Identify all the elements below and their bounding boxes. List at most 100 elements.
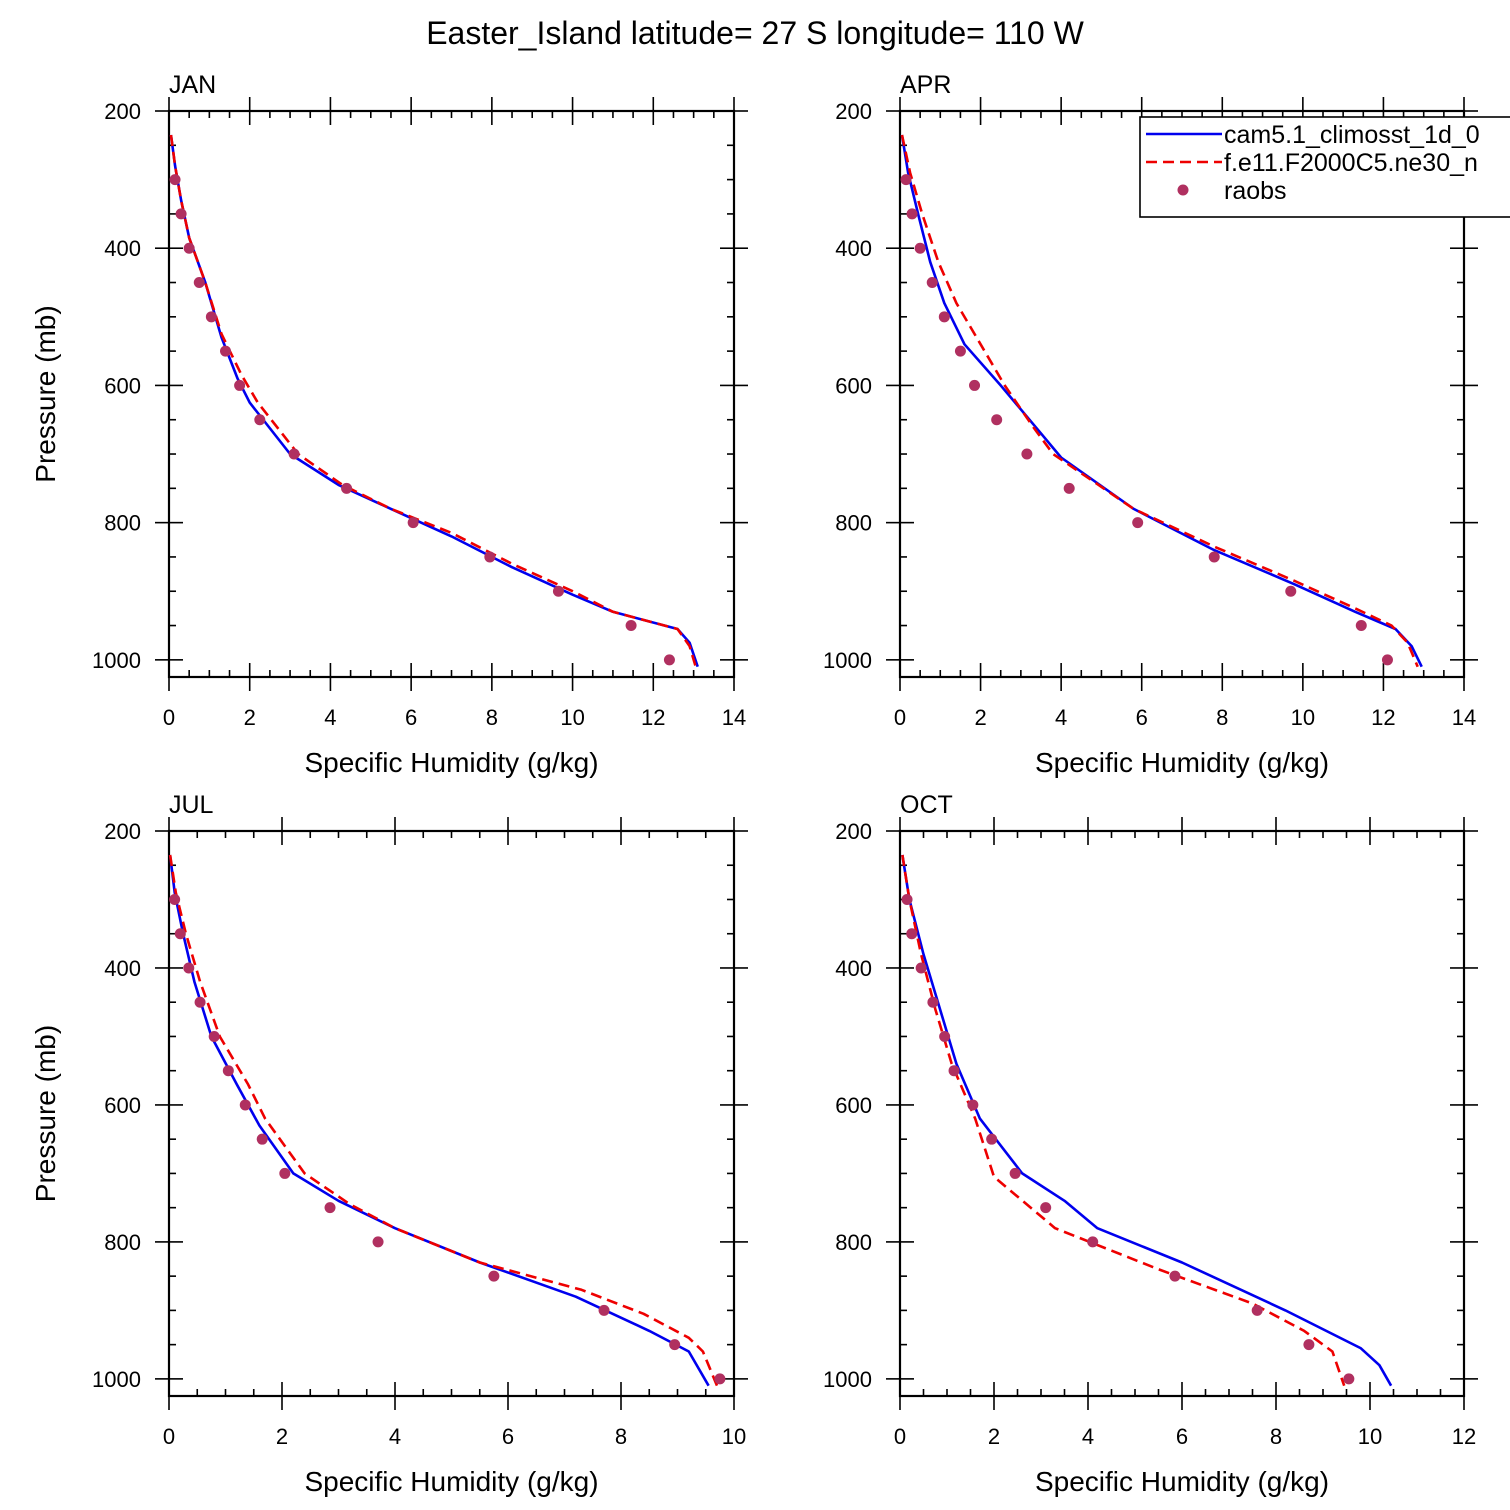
panel-label: OCT	[900, 791, 953, 819]
panel-apr: 0 2 4 6 8 10 12 14 200 400 600 800 1000 APR Specific H…	[823, 71, 1478, 778]
y-tick-label: 800	[835, 1230, 872, 1255]
x-tick-label: 2	[988, 1424, 1000, 1449]
raobs-point	[954, 345, 966, 357]
raobs-point	[714, 1373, 726, 1385]
y-tick-label: 200	[835, 819, 872, 844]
raobs-point	[372, 1236, 384, 1248]
f11-line	[168, 854, 719, 1387]
raobs-point	[484, 551, 496, 563]
y-tick-label: 1000	[92, 648, 141, 673]
raobs-point	[669, 1339, 681, 1351]
x-tick-label: 2	[276, 1424, 288, 1449]
legend-marker-raobs	[1177, 184, 1189, 196]
y-tick-label: 400	[835, 236, 872, 261]
raobs-point	[279, 1167, 291, 1179]
raobs-point	[1355, 620, 1367, 632]
raobs-point	[1169, 1270, 1181, 1282]
panel-oct: 0 2 4 6 8 10 12 200 400 600 800 1000 OCT Specific Hum…	[823, 791, 1478, 1497]
raobs-point	[256, 1133, 268, 1145]
raobs-point	[906, 208, 918, 220]
x-tick-label: 8	[486, 705, 498, 730]
x-tick-label: 4	[1055, 705, 1067, 730]
x-tick-label: 14	[722, 705, 746, 730]
y-tick-label: 200	[835, 99, 872, 124]
raobs-point	[324, 1202, 336, 1214]
x-axis-title: Specific Humidity (g/kg)	[1035, 747, 1329, 778]
raobs-point	[288, 448, 300, 460]
x-tick-label: 0	[894, 1424, 906, 1449]
x-axis-title: Specific Humidity (g/kg)	[304, 1466, 598, 1497]
raobs-point	[625, 620, 637, 632]
raobs-point	[926, 277, 938, 289]
legend-label-f11: f.e11.F2000C5.ne30_n	[1224, 149, 1478, 177]
raobs-point	[183, 242, 195, 254]
y-axis-title: Pressure (mb)	[30, 1025, 61, 1202]
y-tick-label: 400	[104, 956, 141, 981]
x-tick-label: 0	[163, 1424, 175, 1449]
raobs-point	[234, 379, 246, 391]
x-tick-label: 6	[1176, 1424, 1188, 1449]
y-tick-label: 800	[104, 511, 141, 536]
x-tick-label: 2	[974, 705, 986, 730]
raobs-point	[915, 962, 927, 974]
raobs-point	[991, 414, 1003, 426]
x-tick-label: 8	[1270, 1424, 1282, 1449]
y-tick-label: 200	[104, 99, 141, 124]
raobs-point	[1087, 1236, 1099, 1248]
x-tick-label: 6	[405, 705, 417, 730]
x-tick-label: 14	[1452, 705, 1476, 730]
raobs-point	[1343, 1373, 1355, 1385]
y-tick-label: 600	[104, 1093, 141, 1118]
x-tick-label: 12	[641, 705, 665, 730]
raobs-point	[222, 1065, 234, 1077]
raobs-point	[598, 1304, 610, 1316]
raobs-point	[488, 1270, 500, 1282]
y-tick-label: 800	[104, 1230, 141, 1255]
raobs-point	[552, 585, 564, 597]
y-tick-label: 800	[835, 511, 872, 536]
panel-jul: 0 2 4 6 8 10 200 400 600 800 1000 JUL Specific Humid…	[30, 791, 748, 1497]
raobs-point	[901, 893, 913, 905]
y-tick-label: 600	[835, 373, 872, 398]
plot-frame	[898, 829, 1466, 1398]
raobs-point	[938, 311, 950, 323]
x-tick-label: 6	[1136, 705, 1148, 730]
x-tick-label: 2	[244, 705, 256, 730]
legend-label-cam: cam5.1_climosst_1d_0	[1224, 121, 1480, 149]
y-tick-label: 600	[835, 1093, 872, 1118]
x-tick-label: 4	[1082, 1424, 1094, 1449]
raobs-point	[1040, 1202, 1052, 1214]
panel-label: APR	[900, 71, 951, 99]
raobs-point	[1285, 585, 1297, 597]
raobs-point	[239, 1099, 251, 1111]
raobs-point	[927, 996, 939, 1008]
raobs-point	[939, 1030, 951, 1042]
raobs-point	[1132, 517, 1144, 529]
x-tick-label: 0	[894, 705, 906, 730]
x-tick-label: 0	[163, 705, 175, 730]
raobs-point	[1251, 1304, 1263, 1316]
raobs-point	[169, 893, 181, 905]
x-tick-label: 10	[722, 1424, 746, 1449]
raobs-point	[986, 1133, 998, 1145]
raobs-point	[663, 654, 675, 666]
panel-jan: 0 2 4 6 8 10 12 14 200 400 600 800 1000 JAN Specific H…	[30, 71, 748, 778]
raobs-point	[341, 482, 353, 494]
y-tick-label: 1000	[92, 1367, 141, 1392]
raobs-point	[900, 174, 912, 186]
y-tick-label: 1000	[823, 1367, 872, 1392]
x-tick-label: 8	[1216, 705, 1228, 730]
raobs-point	[183, 962, 195, 974]
x-tick-label: 12	[1452, 1424, 1476, 1449]
raobs-point	[1021, 448, 1033, 460]
x-tick-label: 6	[502, 1424, 514, 1449]
y-tick-label: 1000	[823, 648, 872, 673]
raobs-point	[174, 928, 186, 940]
main-title: Easter_Island latitude= 27 S longitude= …	[426, 15, 1084, 51]
f11-line	[900, 134, 1419, 668]
x-tick-label: 8	[615, 1424, 627, 1449]
raobs-point	[906, 928, 918, 940]
raobs-point	[1063, 482, 1075, 494]
